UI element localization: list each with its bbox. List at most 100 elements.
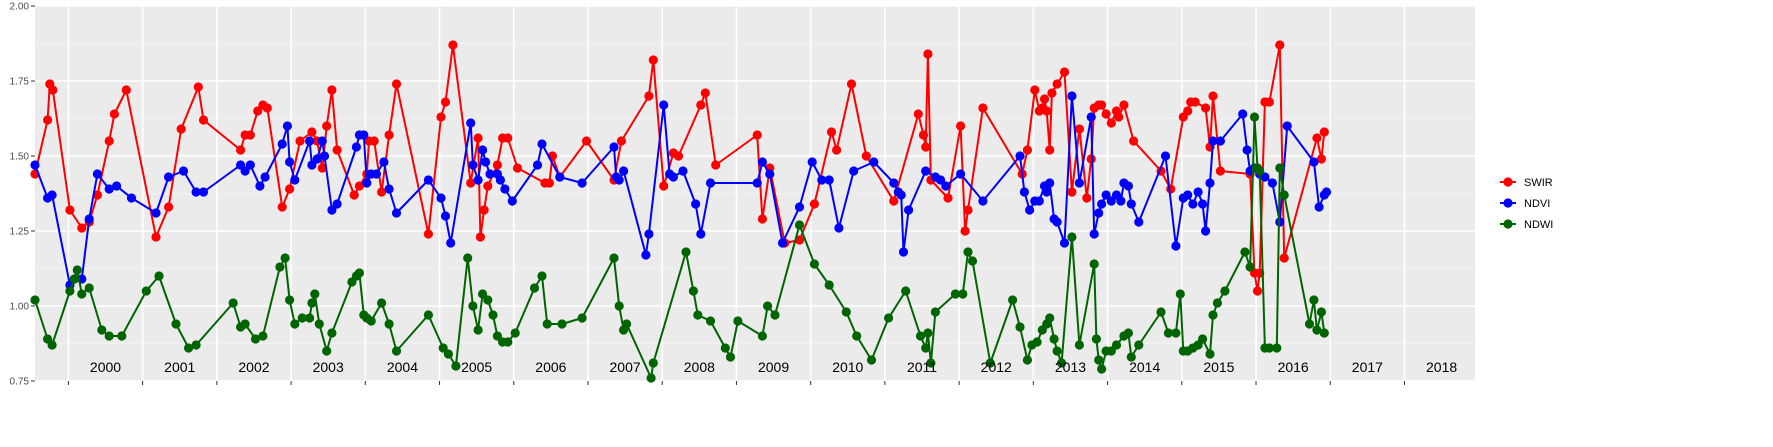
- data-point-ndvi: [245, 160, 255, 170]
- data-point-ndwi: [310, 289, 320, 299]
- data-point-ndwi: [285, 295, 295, 305]
- data-point-ndwi: [577, 313, 587, 323]
- data-point-ndwi: [191, 340, 201, 350]
- year-label: 2007: [610, 359, 641, 375]
- data-point-ndvi: [1215, 136, 1225, 146]
- data-point-swir: [1215, 166, 1225, 176]
- y-tick-label: 0.75: [10, 377, 30, 388]
- data-point-ndvi: [285, 157, 295, 167]
- data-point-swir: [1042, 106, 1052, 116]
- data-point-ndvi: [282, 121, 292, 131]
- data-point-ndvi: [290, 175, 300, 185]
- data-point-ndwi: [1015, 322, 1025, 332]
- year-label: 2001: [164, 359, 195, 375]
- data-point-ndvi: [956, 169, 966, 179]
- data-point-ndvi: [896, 190, 906, 200]
- data-point-swir: [475, 232, 485, 242]
- year-label: 2002: [238, 359, 269, 375]
- data-point-swir: [295, 136, 305, 146]
- data-point-ndvi: [1201, 226, 1211, 236]
- data-point-swir: [1319, 127, 1329, 137]
- data-point-swir: [176, 124, 186, 134]
- data-point-ndwi: [503, 337, 513, 347]
- data-point-ndwi: [1126, 352, 1136, 362]
- data-point-ndvi: [255, 181, 265, 191]
- data-point-ndvi: [765, 169, 775, 179]
- data-point-ndwi: [733, 316, 743, 326]
- data-point-ndwi: [1309, 295, 1319, 305]
- data-point-ndvi: [1321, 187, 1332, 197]
- data-point-swir: [1022, 145, 1032, 155]
- data-point-ndvi: [532, 160, 543, 170]
- data-point-ndvi: [191, 187, 201, 197]
- data-point-ndvi: [1042, 187, 1052, 197]
- data-point-ndvi: [678, 166, 688, 176]
- data-point-ndvi: [1205, 178, 1215, 188]
- legend-key-point: [1503, 177, 1513, 187]
- data-point-ndwi: [1052, 346, 1062, 356]
- data-point-ndwi: [1032, 337, 1042, 347]
- data-point-ndvi: [978, 196, 988, 206]
- data-point-ndwi: [391, 346, 402, 356]
- data-point-ndvi: [641, 250, 651, 260]
- data-point-ndwi: [1272, 343, 1282, 353]
- data-point-ndvi: [198, 187, 209, 197]
- data-point-ndwi: [1049, 334, 1059, 344]
- data-point-ndwi: [1249, 112, 1260, 122]
- data-point-ndvi: [555, 172, 565, 182]
- data-point-ndwi: [275, 262, 285, 272]
- data-point-swir: [492, 160, 502, 170]
- data-point-ndwi: [77, 289, 87, 299]
- data-point-swir: [752, 130, 762, 140]
- data-point-swir: [1106, 118, 1116, 128]
- data-point-swir: [544, 178, 555, 188]
- data-point-ndvi: [1193, 187, 1203, 197]
- data-point-swir: [1166, 184, 1176, 194]
- data-point-swir: [1264, 97, 1274, 107]
- year-label: 2011: [907, 359, 937, 375]
- data-point-swir: [317, 163, 327, 173]
- data-point-ndwi: [377, 298, 387, 308]
- legend-key-point: [1503, 219, 1513, 229]
- data-point-ndvi: [936, 175, 946, 185]
- data-point-ndwi: [688, 286, 699, 296]
- data-point-ndvi: [705, 178, 716, 188]
- data-point-ndvi: [1116, 196, 1126, 206]
- data-point-ndvi: [500, 184, 510, 194]
- data-point-swir: [1279, 253, 1289, 263]
- data-point-ndwi: [84, 283, 94, 293]
- data-point-ndvi: [659, 100, 669, 110]
- data-point-swir: [757, 214, 768, 224]
- data-point-ndvi: [178, 166, 189, 176]
- data-point-swir: [1252, 286, 1263, 296]
- y-tick-label: 1.50: [10, 152, 30, 163]
- data-point-swir: [1119, 100, 1129, 110]
- data-point-swir: [466, 178, 476, 188]
- data-point-ndvi: [1188, 199, 1198, 209]
- data-point-ndwi: [468, 301, 478, 311]
- data-point-ndvi: [619, 166, 629, 176]
- data-point-ndwi: [720, 343, 730, 353]
- data-point-swir: [923, 49, 933, 59]
- data-point-ndwi: [30, 295, 40, 305]
- data-point-ndvi: [1260, 172, 1270, 182]
- data-point-ndwi: [1175, 289, 1185, 299]
- data-point-ndvi: [1052, 217, 1062, 227]
- data-point-ndwi: [794, 220, 805, 230]
- legend-key-point: [1503, 198, 1513, 208]
- data-point-swir: [809, 199, 820, 209]
- data-point-ndvi: [473, 175, 483, 185]
- data-point-ndwi: [926, 358, 936, 368]
- data-point-swir: [794, 235, 805, 245]
- data-point-ndwi: [1316, 307, 1326, 317]
- data-point-swir: [943, 193, 953, 203]
- data-point-swir: [963, 205, 973, 215]
- data-point-ndwi: [478, 289, 488, 299]
- data-point-ndwi: [1163, 328, 1173, 338]
- data-point-ndwi: [1198, 334, 1208, 344]
- data-point-ndvi: [391, 208, 402, 218]
- data-point-swir: [262, 103, 272, 113]
- data-point-ndvi: [1126, 199, 1136, 209]
- data-point-ndvi: [817, 175, 827, 185]
- data-point-ndwi: [488, 310, 498, 320]
